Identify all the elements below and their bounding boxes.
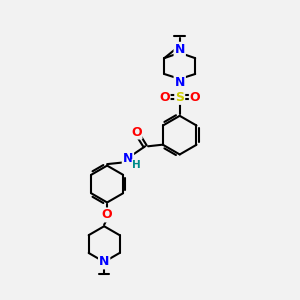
Text: O: O: [159, 91, 169, 104]
Text: N: N: [99, 255, 109, 268]
Text: H: H: [133, 160, 141, 170]
Text: O: O: [131, 125, 142, 139]
Text: N: N: [175, 43, 185, 56]
Text: N: N: [175, 76, 185, 89]
Text: O: O: [102, 208, 112, 221]
Text: O: O: [190, 91, 200, 104]
Text: S: S: [175, 91, 184, 104]
Text: N: N: [123, 152, 133, 165]
